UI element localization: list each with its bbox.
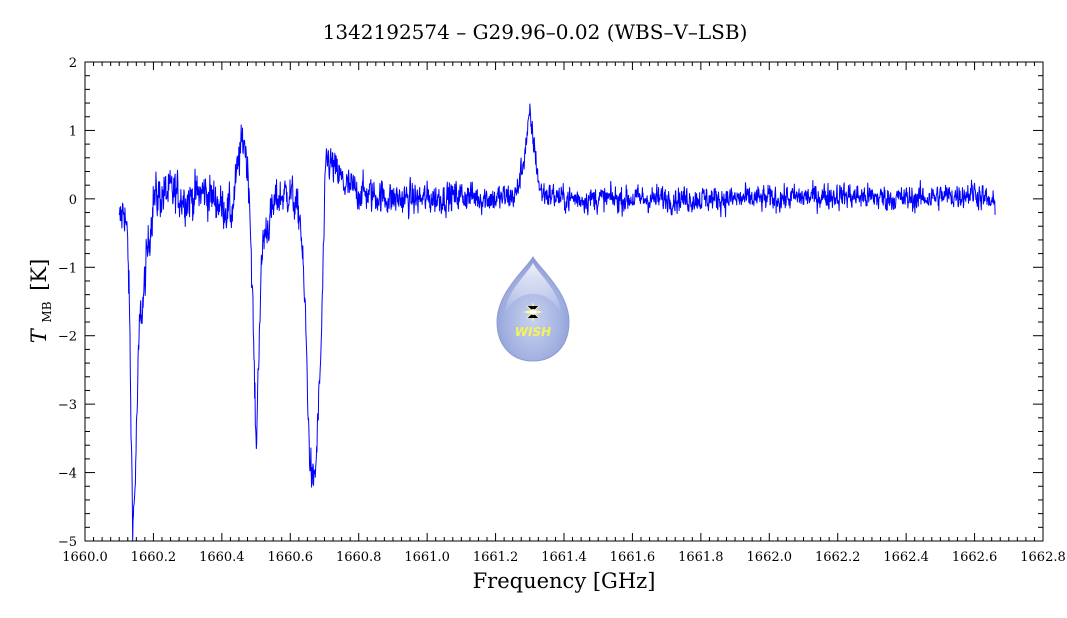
- x-tick-label: 1661.8: [678, 550, 724, 565]
- spectrum-series-line: [118, 103, 996, 541]
- x-tick-label: 1660.0: [62, 550, 108, 565]
- chart-title: 1342192574 – G29.96–0.02 (WBS–V–LSB): [323, 20, 748, 44]
- y-tick-label: −3: [58, 398, 77, 413]
- x-tick-label: 1662.4: [883, 550, 929, 565]
- y-axis-unit: [K]: [27, 259, 51, 291]
- y-tick-label: 0: [69, 193, 77, 208]
- x-tick-label: 1662.2: [815, 550, 861, 565]
- y-axis-label: T MB [K]: [27, 259, 56, 344]
- x-tick-label: 1662.8: [1020, 550, 1066, 565]
- x-tick-label: 1662.0: [747, 550, 793, 565]
- logo-text: WISH: [515, 325, 551, 339]
- x-axis-label: Frequency [GHz]: [473, 569, 656, 593]
- y-tick-label: −4: [58, 467, 77, 482]
- x-tick-label: 1661.4: [541, 550, 587, 565]
- axis-ticks: 1660.0 1660.2 1660.4 1660.6 1660.8 1661.0 1661…: [58, 56, 1066, 565]
- y-tick-label: 2: [69, 56, 77, 71]
- y-axis-symbol: T: [27, 327, 51, 343]
- x-tick-label: 1660.2: [131, 550, 177, 565]
- y-tick-label: −1: [58, 261, 77, 276]
- x-tick-label: 1661.2: [473, 550, 519, 565]
- x-tick-label: 1660.8: [336, 550, 382, 565]
- plot-area: [118, 103, 996, 541]
- y-tick-label: −2: [58, 330, 77, 345]
- x-tick-label: 1661.0: [404, 550, 450, 565]
- star-icon: [523, 302, 543, 322]
- wish-logo: WISH: [496, 255, 570, 362]
- y-axis-subscript: MB: [40, 301, 54, 322]
- y-tick-label: −5: [58, 535, 77, 550]
- x-tick-label: 1660.6: [268, 550, 314, 565]
- x-tick-label: 1661.6: [610, 550, 656, 565]
- x-tick-label: 1662.6: [952, 550, 998, 565]
- y-tick-label: 1: [69, 124, 77, 139]
- x-tick-label: 1660.4: [199, 550, 245, 565]
